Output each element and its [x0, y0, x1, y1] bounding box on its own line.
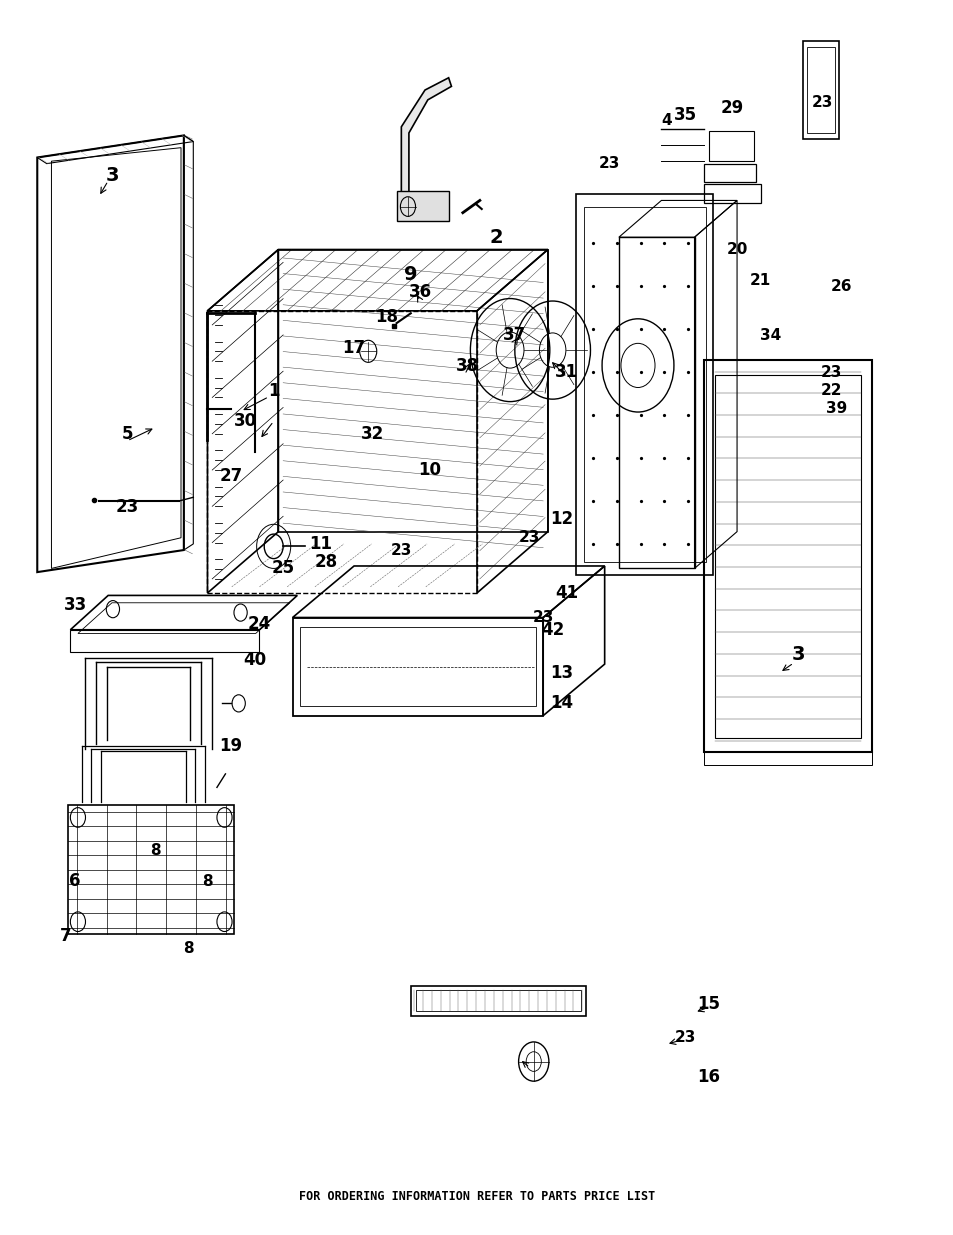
Text: 5: 5: [121, 425, 132, 442]
Text: 21: 21: [749, 273, 771, 288]
Text: 42: 42: [540, 621, 563, 638]
Bar: [411, 986, 585, 1016]
Text: 33: 33: [64, 597, 87, 614]
Bar: [396, 190, 448, 221]
Text: 29: 29: [720, 100, 743, 117]
Text: 19: 19: [219, 737, 242, 756]
Text: 35: 35: [673, 105, 696, 124]
Text: 31: 31: [555, 363, 578, 382]
Text: 23: 23: [517, 530, 539, 546]
Text: 41: 41: [555, 584, 578, 601]
Bar: [583, 206, 705, 562]
Text: 22: 22: [820, 383, 841, 398]
Text: 7: 7: [60, 927, 71, 946]
Bar: [69, 805, 233, 934]
Text: 6: 6: [70, 872, 81, 890]
Text: 17: 17: [342, 338, 365, 357]
Bar: [416, 990, 580, 1011]
Text: 26: 26: [829, 279, 851, 294]
Text: 23: 23: [598, 156, 619, 172]
Text: 10: 10: [417, 462, 440, 479]
Text: 4: 4: [660, 114, 671, 128]
Text: 36: 36: [408, 284, 432, 301]
Text: 8: 8: [183, 941, 193, 956]
Text: 24: 24: [248, 615, 271, 632]
Bar: [71, 630, 259, 652]
Bar: [293, 618, 542, 715]
Text: 8: 8: [150, 844, 161, 858]
Text: 25: 25: [272, 559, 294, 578]
Bar: [703, 184, 760, 203]
Text: 27: 27: [219, 467, 242, 485]
Text: 3: 3: [791, 645, 804, 663]
Text: 30: 30: [233, 412, 256, 430]
Text: 23: 23: [821, 364, 841, 379]
Text: 11: 11: [309, 535, 332, 553]
Text: 3: 3: [106, 167, 119, 185]
Text: 23: 23: [390, 542, 412, 557]
Bar: [207, 311, 476, 593]
Bar: [802, 41, 839, 140]
Bar: [806, 47, 835, 133]
Text: 38: 38: [456, 357, 478, 375]
Text: 14: 14: [550, 694, 573, 713]
Text: 15: 15: [697, 995, 720, 1013]
Polygon shape: [401, 78, 451, 200]
Text: 16: 16: [697, 1068, 720, 1087]
Bar: [708, 131, 753, 162]
Bar: [300, 627, 535, 706]
Text: 1: 1: [268, 382, 279, 400]
Text: 23: 23: [115, 498, 138, 516]
Text: 9: 9: [404, 264, 417, 284]
Text: 34: 34: [759, 327, 780, 343]
Text: 18: 18: [375, 308, 398, 326]
Bar: [576, 194, 713, 574]
Text: 39: 39: [825, 401, 846, 416]
Text: FOR ORDERING INFORMATION REFER TO PARTS PRICE LIST: FOR ORDERING INFORMATION REFER TO PARTS …: [298, 1191, 655, 1203]
Text: 2: 2: [489, 227, 502, 247]
Bar: [703, 163, 755, 182]
Text: 37: 37: [502, 326, 526, 345]
Text: 28: 28: [314, 553, 337, 572]
Text: 23: 23: [811, 95, 832, 110]
Text: 32: 32: [361, 425, 384, 442]
Text: 20: 20: [725, 242, 747, 257]
Text: 23: 23: [532, 610, 554, 625]
Bar: [618, 237, 694, 568]
Text: 13: 13: [550, 663, 573, 682]
Text: 8: 8: [202, 873, 213, 889]
Text: 12: 12: [550, 510, 573, 529]
Text: 23: 23: [674, 1030, 695, 1045]
Text: 40: 40: [243, 651, 266, 669]
